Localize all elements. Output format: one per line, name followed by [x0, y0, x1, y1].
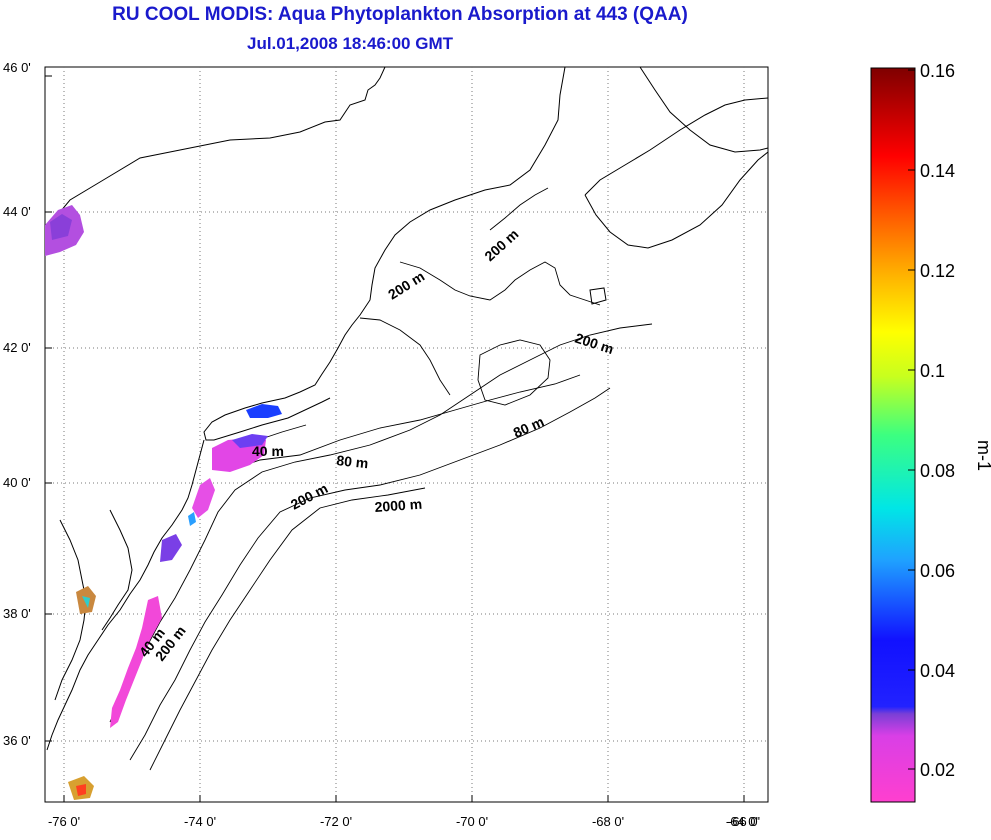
contour-label-80m-shelf: 80 m [336, 452, 369, 471]
data-patch-cape-cod-bay [246, 404, 282, 418]
lat-label-42: 42 0' [3, 340, 31, 355]
colorbar-ticks [908, 69, 915, 770]
bathymetry-contours [109, 187, 653, 771]
colorbar-unit-label: m-1 [974, 440, 991, 471]
colorbar-label-0.14: 0.14 [920, 161, 955, 181]
lon-label-68: -68 0' [592, 814, 624, 829]
data-patch-new-jersey-south [160, 534, 182, 562]
colorbar-label-0.16: 0.16 [920, 61, 955, 81]
data-patch-chesapeake-core [82, 596, 90, 608]
colorbar-label-0.06: 0.06 [920, 561, 955, 581]
contour-80m [229, 374, 581, 471]
contour-label-2000m-slope: 2000 m [374, 496, 422, 515]
nova-scotia-north-coast [639, 66, 769, 153]
map-title: RU COOL MODIS: Aqua Phytoplankton Absorp… [112, 4, 688, 25]
delaware-bay-coast [101, 509, 133, 631]
lon-label-74: -74 0' [184, 814, 216, 829]
mid-atlantic-coast [46, 439, 205, 751]
contour-2000m-outer [149, 487, 426, 771]
contour-200m-north [489, 187, 549, 231]
contour-label-40m-long-island: 40 m [252, 443, 284, 459]
colorbar-label-0.04: 0.04 [920, 661, 955, 681]
data-patch-long-island-sound [212, 438, 266, 472]
map-ticks [45, 75, 745, 802]
nova-scotia-south-coast [584, 97, 769, 196]
lon-label-66: -66 0' [728, 814, 760, 829]
colorbar-label-0.08: 0.08 [920, 461, 955, 481]
lon-label-72: -72 0' [320, 814, 352, 829]
data-patch-nj-coastal [188, 512, 196, 526]
data-patch-gulf-of-maine-nw-core [50, 214, 72, 240]
lat-label-38: 38 0' [3, 606, 31, 621]
colorbar-label-0.12: 0.12 [920, 261, 955, 281]
absorption-data [45, 205, 282, 800]
georges-bank-contour [477, 339, 551, 406]
map-panel: 200 m 200 m 200 m 80 m 40 m 80 m 200 m 2… [3, 60, 769, 829]
map-frame [44, 66, 769, 803]
lat-label-46: 46 0' [3, 60, 31, 75]
colorbar-label-0.02: 0.02 [920, 760, 955, 780]
georges-basin-contour [359, 317, 451, 396]
data-patch-pamlico-core [76, 784, 86, 796]
bay-of-fundy-coast [584, 151, 769, 249]
gulf-of-maine-contour [399, 261, 601, 306]
colorbar-label-0.1: 0.1 [920, 361, 945, 381]
data-patch-delmarva-shelf [110, 596, 162, 728]
lon-label-70: -70 0' [456, 814, 488, 829]
lon-label-76: -76 0' [48, 814, 80, 829]
sable-island-outline [589, 287, 607, 305]
contour-2000m [129, 387, 611, 761]
contour-200m [109, 323, 653, 723]
coastline [44, 66, 769, 751]
lat-label-40: 40 0' [3, 475, 31, 490]
lon-label-group: -76 0' -74 0' -72 0' -70 0' -68 0' -66 0… [48, 814, 760, 829]
lon-label-64: -64 0' [726, 814, 758, 829]
inland-border-line [44, 66, 386, 231]
map-subtitle: Jul.01,2008 18:46:00 GMT [246, 34, 453, 53]
colorbar: 0.16 0.14 0.12 0.1 0.08 0.06 0.04 0.02 m… [870, 61, 991, 803]
data-patch-new-jersey-north [192, 478, 215, 518]
new-england-coast [203, 66, 566, 441]
colorbar-gradient [870, 67, 916, 803]
data-patch-long-island-core [232, 434, 268, 448]
lat-label-44: 44 0' [3, 204, 31, 219]
lat-label-36: 36 0' [3, 733, 31, 748]
lat-label-group: 46 0' 44 0' 42 0' 40 0' 38 0' 36 0' [3, 60, 31, 748]
